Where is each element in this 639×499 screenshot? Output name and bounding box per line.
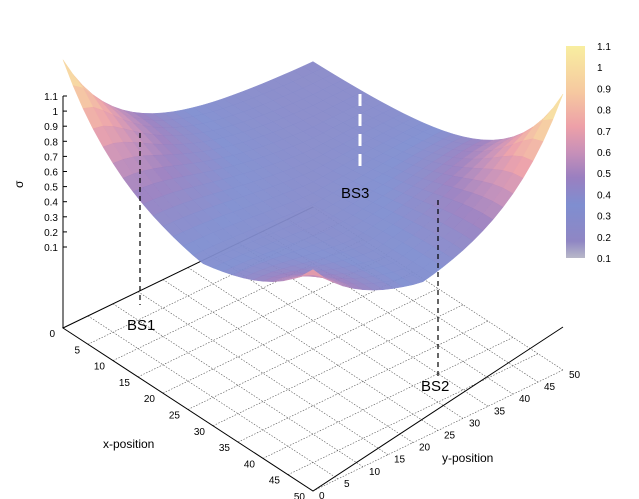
colorbar-gradient [566, 46, 585, 258]
colorbar-tick-label: 0.8 [597, 106, 611, 117]
y-tick-label: 25 [444, 431, 456, 442]
colorbar-tick-label: 0.7 [597, 127, 611, 138]
colorbar-tick-label: 0.6 [597, 148, 611, 159]
surface-cell [302, 269, 324, 278]
y-tick-label: 40 [519, 394, 531, 405]
grid-line-x [187, 288, 439, 410]
x-tick-label: 45 [269, 476, 281, 487]
x-tick-label: 30 [194, 427, 206, 438]
z-axis: 0.1 0.2 0.3 0.4 0.5 0.6 0.7 0.8 0.9 1 1.1 [44, 92, 67, 328]
y-tick-label: 45 [544, 382, 556, 393]
grid-line-x [287, 353, 539, 475]
z-tick-label: 1.1 [44, 92, 58, 103]
x-tick-label: 40 [244, 459, 256, 470]
x-tick-labels: 0 5 10 15 20 25 30 35 40 45 50 [49, 329, 305, 499]
x-tick-label: 10 [94, 362, 106, 373]
surface-cell [62, 59, 84, 89]
x-tick-label: 50 [294, 492, 306, 499]
z-tick-label: 0.5 [44, 183, 58, 194]
floor-grid [62, 206, 564, 492]
y-tick-label: 50 [569, 370, 581, 381]
grid-line-x [162, 271, 414, 394]
base-station-label: BS2 [421, 378, 449, 395]
colorbar-tick-label: 1.1 [597, 42, 611, 53]
base-station-markers: BS1 BS2 BS3 [127, 14, 449, 395]
z-tick-label: 0.6 [44, 168, 58, 179]
base-station-label: BS1 [127, 317, 155, 334]
grid-line-x [212, 304, 464, 427]
grid-line-x [312, 369, 564, 492]
colorbar-tick-label: 0.3 [597, 212, 611, 223]
colorbar-tick-label: 0.1 [597, 254, 611, 265]
z-tick-label: 0.8 [44, 137, 58, 148]
y-tick-label: 15 [394, 455, 406, 466]
z-tick-label: 0.1 [44, 243, 58, 254]
x-tick-label: 0 [49, 329, 55, 340]
y-tick-label: 30 [469, 418, 481, 429]
colorbar-tick-label: 0.4 [597, 190, 611, 201]
x-tick-label: 35 [219, 443, 231, 454]
z-axis-label: σ [12, 180, 26, 188]
y-tick-labels: 0 5 10 15 20 25 30 35 40 45 50 [319, 370, 581, 499]
floor-border [61, 206, 564, 492]
x-tick-label: 15 [119, 378, 131, 389]
z-tick-label: 1 [52, 107, 58, 118]
x-tick-label: 20 [144, 394, 156, 405]
y-tick-label: 5 [344, 479, 350, 490]
colorbar: 0.1 0.2 0.3 0.4 0.5 0.6 0.7 0.8 0.9 1 1.1 [566, 42, 611, 265]
y-tick-label: 0 [319, 491, 325, 499]
sigma-surface [62, 59, 564, 291]
y-tick-label: 35 [494, 406, 506, 417]
surface-cell [542, 93, 564, 121]
z-tick-label: 0.4 [44, 198, 58, 209]
z-tick-label: 0.9 [44, 122, 58, 133]
grid-line-x [237, 320, 489, 443]
colorbar-tick-label: 0.9 [597, 84, 611, 95]
z-tick-label: 0.2 [44, 228, 58, 239]
base-station-label: BS3 [341, 185, 369, 202]
colorbar-tick-label: 1 [597, 63, 603, 74]
floor-edge [61, 206, 564, 492]
grid-line-x [262, 337, 514, 459]
x-tick-label: 25 [169, 411, 181, 422]
y-axis-label: y-position [442, 451, 493, 465]
y-tick-label: 20 [419, 443, 431, 454]
y-tick-label: 10 [369, 467, 381, 478]
z-tick-label: 0.7 [44, 152, 58, 163]
colorbar-tick-label: 0.2 [597, 233, 611, 244]
x-axis-label: x-position [103, 437, 154, 451]
colorbar-tick-label: 0.5 [597, 169, 611, 180]
x-tick-label: 5 [74, 345, 80, 356]
z-tick-label: 0.3 [44, 213, 58, 224]
